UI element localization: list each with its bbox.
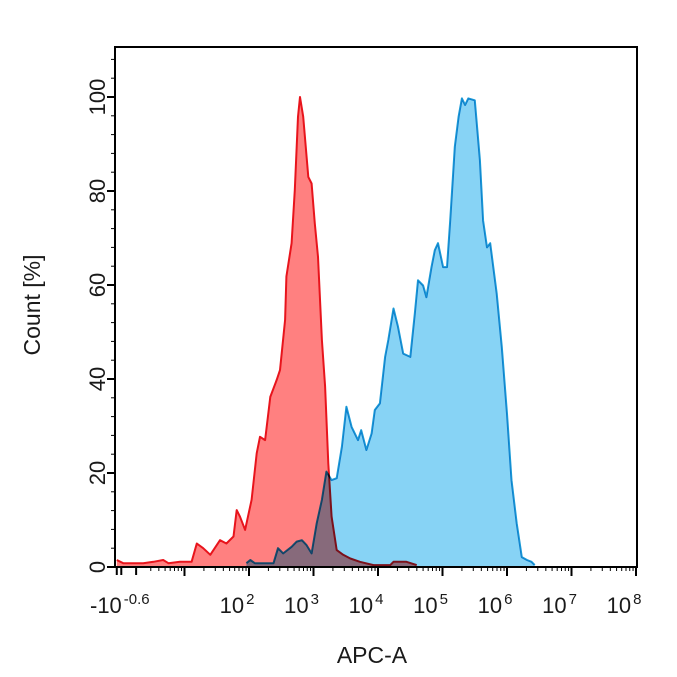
x-tick-label-base: 10: [413, 593, 437, 618]
y-tick-label: 100: [85, 79, 110, 116]
x-tick-label-exponent: 7: [569, 591, 577, 608]
x-tick-label-exponent: -0.6: [124, 591, 150, 608]
x-tick-label-base: 10: [284, 593, 308, 618]
series-control-fill: [116, 97, 417, 567]
x-tick-label-base: 10: [542, 593, 566, 618]
x-tick-label-exponent: 4: [375, 591, 383, 608]
series-stained-line: [245, 97, 536, 566]
x-tick-label-base: -10: [90, 593, 122, 618]
plot-frame: [114, 46, 638, 568]
x-tick-label-base: 10: [607, 593, 631, 618]
x-tick-label: 10 6: [478, 591, 513, 618]
x-tick-label-base: 10: [220, 593, 244, 618]
x-tick-label-exponent: 5: [440, 591, 448, 608]
x-tick-label: 10 7: [542, 591, 577, 618]
x-tick-label-exponent: 6: [504, 591, 512, 608]
x-tick-label: 10 5: [413, 591, 448, 618]
x-tick-label: -10 -0.6: [90, 591, 150, 618]
y-axis-title: Count [%]: [19, 255, 45, 356]
y-tick-label: 60: [85, 273, 110, 297]
series-layer: [116, 96, 536, 568]
x-tick-label-exponent: 3: [311, 591, 319, 608]
x-axis-title: APC-A: [337, 642, 408, 668]
y-tick-label: 80: [85, 179, 110, 203]
x-tick-label: 10 8: [607, 591, 642, 618]
x-tick-label-exponent: 8: [633, 591, 641, 608]
x-tick-label: 10 2: [220, 591, 255, 618]
y-tick-label: 0: [85, 561, 110, 573]
series-stained-fill: [246, 98, 535, 568]
x-tick-label-base: 10: [478, 593, 502, 618]
y-tick-label: 20: [85, 461, 110, 485]
x-tick-label: 10 3: [284, 591, 319, 618]
x-tick-label: 10 4: [349, 591, 384, 618]
x-tick-label-exponent: 2: [246, 591, 254, 608]
x-tick-label-base: 10: [349, 593, 373, 618]
y-tick-label: 40: [85, 367, 110, 391]
